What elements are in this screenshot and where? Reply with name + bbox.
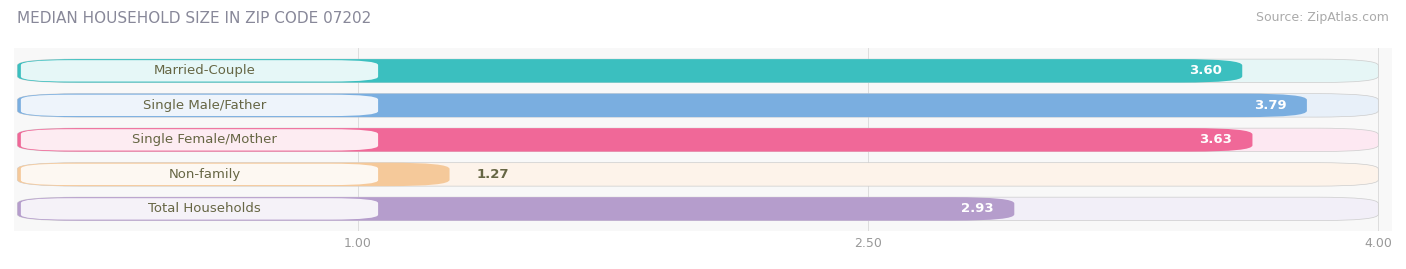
FancyBboxPatch shape <box>17 128 1253 152</box>
FancyBboxPatch shape <box>21 129 378 151</box>
FancyBboxPatch shape <box>21 198 378 220</box>
FancyBboxPatch shape <box>21 164 378 185</box>
FancyBboxPatch shape <box>21 60 378 82</box>
Text: MEDIAN HOUSEHOLD SIZE IN ZIP CODE 07202: MEDIAN HOUSEHOLD SIZE IN ZIP CODE 07202 <box>17 11 371 26</box>
Text: Single Female/Mother: Single Female/Mother <box>132 133 277 146</box>
Text: 1.27: 1.27 <box>477 168 509 181</box>
Text: Total Households: Total Households <box>148 202 262 215</box>
FancyBboxPatch shape <box>17 94 1308 117</box>
FancyBboxPatch shape <box>21 95 378 116</box>
FancyBboxPatch shape <box>17 59 1378 83</box>
Text: 3.63: 3.63 <box>1199 133 1232 146</box>
FancyBboxPatch shape <box>17 94 1378 117</box>
FancyBboxPatch shape <box>17 163 1378 186</box>
FancyBboxPatch shape <box>17 59 1243 83</box>
Text: 2.93: 2.93 <box>962 202 994 215</box>
FancyBboxPatch shape <box>17 128 1378 152</box>
Text: 3.60: 3.60 <box>1189 64 1222 77</box>
Text: Source: ZipAtlas.com: Source: ZipAtlas.com <box>1256 11 1389 24</box>
FancyBboxPatch shape <box>17 197 1014 221</box>
Text: Married-Couple: Married-Couple <box>153 64 256 77</box>
Text: Non-family: Non-family <box>169 168 240 181</box>
FancyBboxPatch shape <box>17 163 450 186</box>
Text: Single Male/Father: Single Male/Father <box>143 99 266 112</box>
FancyBboxPatch shape <box>17 197 1378 221</box>
Text: 3.79: 3.79 <box>1254 99 1286 112</box>
